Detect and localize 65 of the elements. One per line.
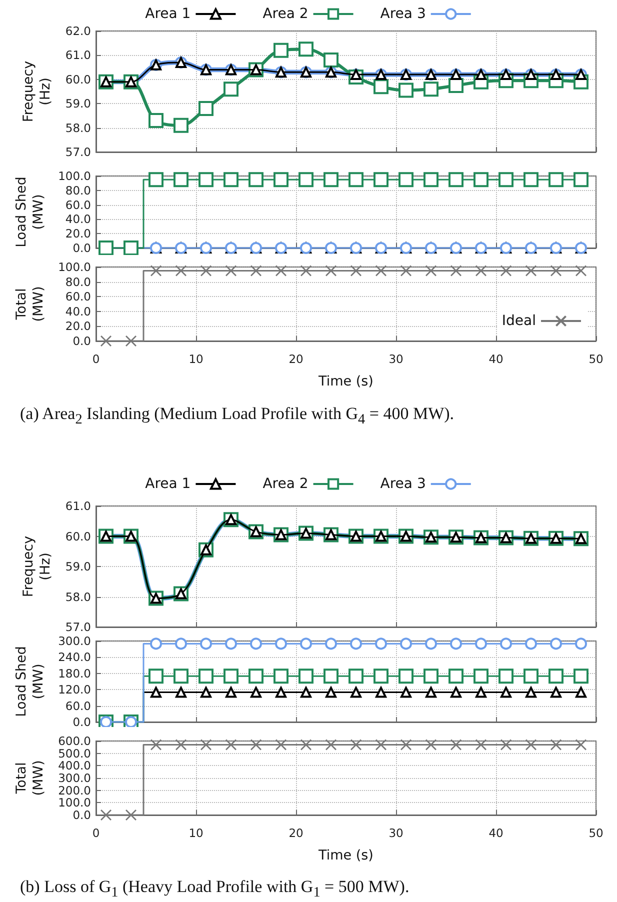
- x-tick-label: 10: [188, 826, 204, 840]
- legend-label: Area 1: [145, 476, 191, 492]
- y-tick-label: 0.0: [72, 241, 91, 255]
- y-tick-label: 300.0: [58, 634, 91, 648]
- x-axis-title: Time (s): [318, 374, 374, 390]
- y-tick-label: 60.0: [65, 529, 91, 544]
- y-axis-title: Total (MW): [14, 760, 47, 796]
- legend-label: Area 3: [380, 6, 426, 22]
- y-axis-title: Load Shed (MW): [14, 646, 47, 717]
- legend-label: Area 3: [380, 476, 426, 492]
- x-tick-label: 30: [388, 352, 404, 366]
- y-tick-label: 200.0: [58, 783, 91, 798]
- x-tick-label: 0: [92, 352, 100, 366]
- x-tick-label: 30: [388, 826, 404, 840]
- y-tick-label: 60.0: [65, 198, 91, 212]
- y-tick-label: 58.0: [65, 590, 91, 604]
- y-tick-label: 80.0: [65, 183, 91, 198]
- x-tick-label: 40: [488, 352, 504, 366]
- x-tick-label: 20: [288, 826, 304, 840]
- y-tick-label: 400.0: [58, 758, 91, 773]
- y-axis-title: Total (MW): [14, 286, 47, 322]
- y-tick-label: 20.0: [65, 226, 91, 241]
- y-tick-label: 80.0: [65, 274, 91, 289]
- y-tick-label: 58.0: [65, 120, 91, 135]
- legend-label: Area 1: [145, 6, 191, 22]
- legend-label: Ideal: [502, 313, 536, 329]
- y-tick-label: 180.0: [58, 666, 91, 680]
- y-tick-label: 62.0: [65, 24, 91, 38]
- y-axis-title: Frequecy (Hz): [20, 536, 54, 598]
- x-tick-label: 10: [188, 352, 204, 366]
- x-tick-label: 0: [92, 826, 100, 840]
- text: (b) Loss of G$_{1}$ (Heavy Load Profile with G$_{1}$ = 500 MW).: [20, 876, 410, 902]
- x-tick-label: 20: [288, 352, 304, 366]
- y-tick-label: 40.0: [65, 304, 91, 318]
- y-tick-label: 57.0: [65, 620, 91, 634]
- y-tick-label: 0.0: [72, 334, 91, 348]
- legend-label: Area 2: [262, 6, 308, 22]
- y-tick-label: 59.0: [65, 96, 91, 111]
- y-tick-label: 500.0: [58, 746, 91, 760]
- y-tick-label: 600.0: [58, 734, 91, 748]
- y-tick-label: 40.0: [65, 212, 91, 226]
- legend-label: Area 2: [262, 476, 308, 492]
- y-tick-label: 100.0: [58, 260, 91, 274]
- x-axis-title: Time (s): [318, 848, 374, 864]
- y-tick-label: 300.0: [58, 771, 91, 785]
- y-tick-label: 20.0: [65, 319, 91, 334]
- y-tick-label: 100.0: [58, 796, 91, 810]
- text: (a) Area$_{2}$ Islanding (Medium Load Profile with G$_{4}$ = 400 MW).: [20, 403, 456, 430]
- y-tick-label: 59.0: [65, 560, 91, 574]
- y-axis-title: Load Shed (MW): [14, 176, 47, 248]
- x-tick-label: 50: [588, 826, 604, 840]
- y-tick-label: 60.0: [65, 698, 91, 713]
- y-axis-title: Frequecy (Hz): [20, 60, 54, 122]
- y-tick-label: 240.0: [58, 650, 91, 664]
- y-tick-label: 60.0: [65, 290, 91, 304]
- y-tick-label: 60.0: [65, 72, 91, 86]
- y-tick-label: 61.0: [65, 48, 91, 62]
- x-tick-label: 50: [588, 352, 604, 366]
- y-tick-label: 57.0: [65, 145, 91, 159]
- y-tick-label: 100.0: [58, 169, 91, 183]
- y-tick-label: 120.0: [58, 682, 91, 697]
- y-tick-label: 0.0: [72, 808, 91, 822]
- y-tick-label: 0.0: [72, 715, 91, 729]
- x-tick-label: 40: [488, 826, 504, 840]
- y-tick-label: 61.0: [65, 499, 91, 513]
